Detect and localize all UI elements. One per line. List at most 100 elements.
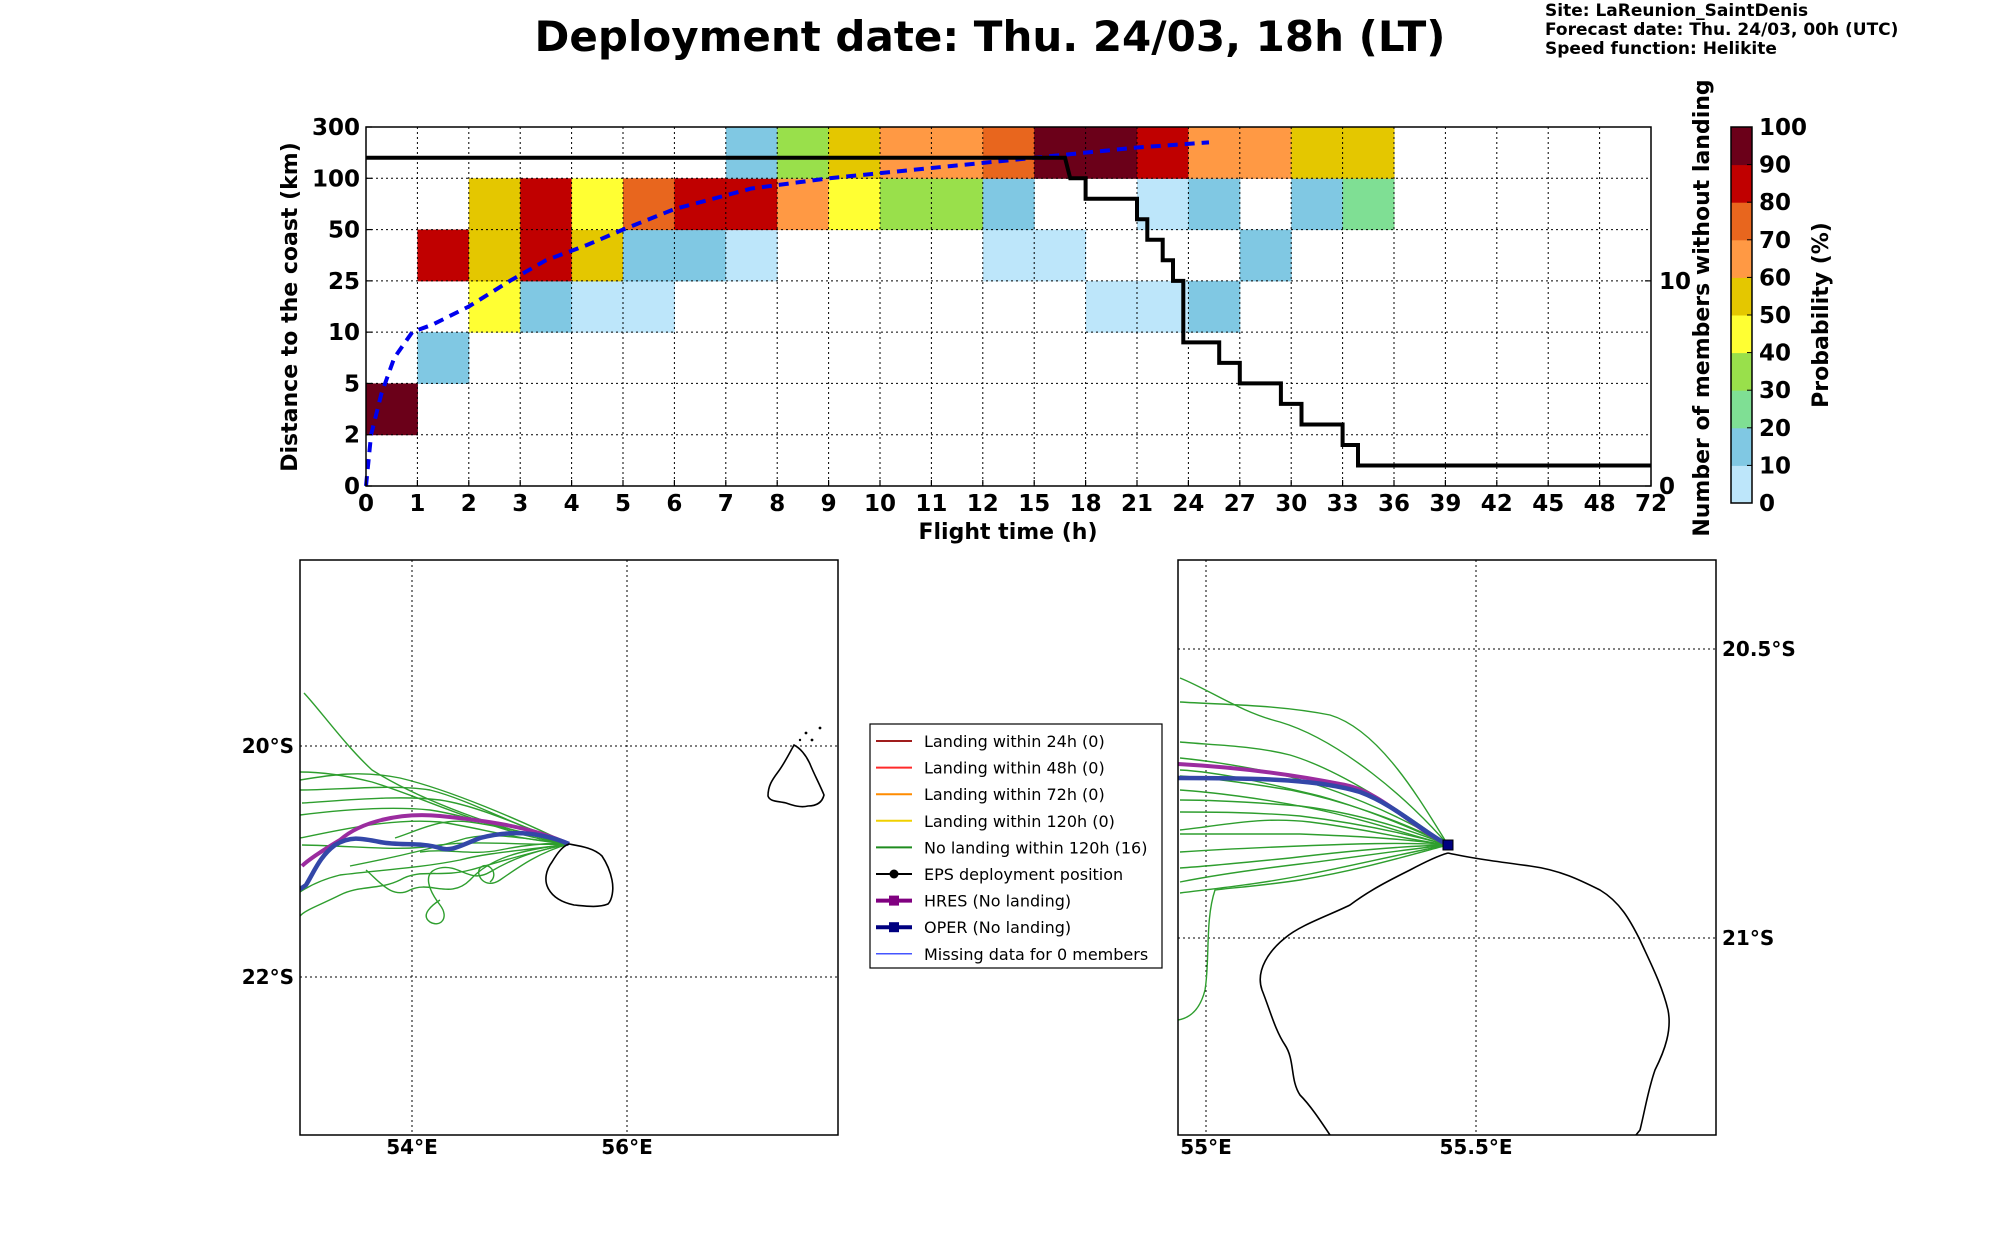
heatmap-cell — [417, 229, 470, 282]
y-tick-label: 25 — [328, 269, 360, 295]
heatmap-cell — [1137, 178, 1189, 231]
oper-trajectory — [300, 830, 570, 892]
heatmap-right-ticks: 0 10 — [1645, 269, 1691, 500]
legend-entry: Landing within 120h (0) — [876, 812, 1115, 831]
map-right-y-tick: 20.5°S — [1722, 637, 1796, 661]
hres-trajectory — [300, 813, 570, 868]
heatmap-cell — [1085, 127, 1138, 179]
heatmap-cell — [777, 127, 830, 179]
heatmap-cell — [520, 229, 573, 282]
legend-entry: OPER (No landing) — [876, 918, 1071, 937]
legend-label: Landing within 120h (0) — [924, 812, 1115, 831]
legend-entry: No landing within 120h (16) — [876, 838, 1147, 857]
heatmap-cell — [1034, 127, 1087, 179]
x-tick-label: 2 — [461, 491, 477, 517]
colorbar-tick-label: 0 — [1759, 491, 1775, 517]
map-left-x-tick: 56°E — [601, 1135, 653, 1159]
heatmap-cell — [982, 127, 1035, 179]
map-right-y-tick: 21°S — [1722, 926, 1774, 950]
mean-distance-curve — [364, 140, 1210, 487]
forecast-date-label: Forecast date: Thu. 24/03, 00h (UTC) — [1545, 20, 1899, 40]
legend-label: OPER (No landing) — [924, 918, 1071, 937]
heatmap-cell — [880, 178, 932, 231]
landing-probability-heatmap — [366, 127, 1395, 436]
x-tick-label: 6 — [666, 491, 682, 517]
x-tick-label: 8 — [769, 491, 785, 517]
speed-function-label: Speed function: Helikite — [1545, 39, 1777, 59]
x-tick-label: 30 — [1275, 491, 1307, 517]
colorbar-tick-label: 50 — [1759, 303, 1791, 329]
heatmap-cell — [1342, 127, 1395, 179]
heatmap-cell — [1239, 127, 1292, 179]
colorbar-segment — [1731, 164, 1752, 203]
colorbar-segment — [1731, 239, 1752, 278]
colorbar-label: Probability (%) — [1809, 222, 1834, 408]
x-tick-label: 45 — [1532, 491, 1564, 517]
heatmap-cell — [1291, 127, 1344, 179]
heatmap-cell — [1137, 280, 1189, 333]
heatmap-cell — [828, 178, 881, 231]
zoom-map: 55°E 55.5°E 20.5°S 21°S — [1177, 559, 1796, 1159]
x-tick-label: 7 — [718, 491, 734, 517]
reunion-coastline — [545, 843, 614, 908]
legend-label: Missing data for 0 members — [924, 945, 1148, 964]
x-tick-label: 24 — [1172, 491, 1204, 517]
deployment-marker — [1442, 839, 1454, 851]
heatmap-cell — [571, 178, 624, 231]
colorbar-segment — [1731, 427, 1752, 466]
heatmap-cell — [982, 178, 1035, 231]
legend-label: HRES (No landing) — [924, 892, 1071, 911]
map-left-x-tick: 54°E — [386, 1135, 438, 1159]
x-tick-label: 36 — [1378, 491, 1410, 517]
colorbar-tick-label: 30 — [1759, 378, 1791, 404]
right-tick-label: 0 — [1659, 474, 1675, 500]
heatmap-cell — [571, 229, 624, 282]
colorbar-segment — [1731, 127, 1752, 166]
colorbar-segment — [1731, 277, 1752, 316]
heatmap-cell — [520, 280, 573, 333]
y-tick-label: 0 — [344, 474, 360, 500]
colorbar-tick-label: 60 — [1759, 265, 1791, 291]
y-tick-label: 10 — [328, 320, 360, 346]
x-tick-label: 39 — [1429, 491, 1461, 517]
x-tick-label: 12 — [967, 491, 999, 517]
mauritius-islets — [798, 726, 822, 742]
heatmap-cell — [468, 229, 521, 282]
legend-marker — [889, 922, 899, 933]
heatmap-cell — [1342, 178, 1395, 231]
colorbar-segment — [1731, 352, 1752, 391]
x-tick-label: 21 — [1121, 491, 1153, 517]
heatmap-cell — [623, 280, 675, 333]
x-tick-label: 42 — [1481, 491, 1513, 517]
heatmap-cell — [674, 229, 727, 282]
legend-label: Landing within 24h (0) — [924, 732, 1105, 751]
colorbar-tick-label: 100 — [1759, 115, 1807, 141]
heatmap-frame — [365, 126, 1652, 487]
legend-entry: Missing data for 0 members — [876, 945, 1148, 964]
x-tick-label: 27 — [1224, 491, 1256, 517]
y-tick-label: 300 — [312, 115, 360, 141]
colorbar-tick-label: 20 — [1759, 416, 1791, 442]
x-tick-label: 33 — [1327, 491, 1359, 517]
legend-label: Landing within 72h (0) — [924, 785, 1105, 804]
colorbar-segment — [1731, 315, 1752, 354]
members-without-landing-line — [366, 155, 1651, 468]
legend-entry: Landing within 48h (0) — [876, 759, 1105, 778]
heatmap-cell — [725, 127, 778, 179]
overview-map: 54°E 56°E 20°S 22°S — [242, 559, 839, 1159]
legend-entry: Landing within 24h (0) — [876, 732, 1105, 751]
x-tick-label: 48 — [1584, 491, 1616, 517]
heatmap-cell — [1188, 280, 1241, 333]
heatmap-cell — [623, 178, 675, 231]
heatmap-cell — [468, 178, 521, 231]
colorbar-tick-label: 80 — [1759, 190, 1791, 216]
legend-label: Landing within 48h (0) — [924, 759, 1105, 778]
y-tick-label: 50 — [328, 218, 360, 244]
probability-colorbar — [1731, 127, 1752, 504]
heatmap-cell — [828, 127, 881, 179]
heatmap-cell — [1239, 229, 1292, 282]
x-tick-label: 15 — [1018, 491, 1050, 517]
x-tick-label: 5 — [615, 491, 631, 517]
